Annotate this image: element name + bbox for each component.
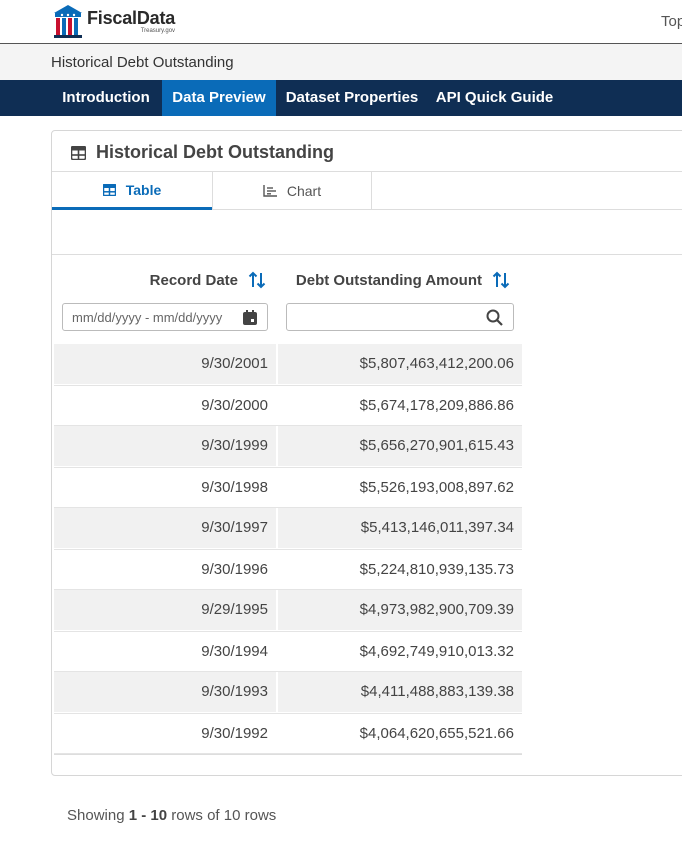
breadcrumb: Historical Debt Outstanding <box>0 44 682 80</box>
table-row: 9/30/1996 $5,224,810,939,135.73 <box>54 549 522 590</box>
cell-debt-amount: $5,526,193,008,897.62 <box>359 479 514 496</box>
cell-record-date: 9/30/2000 <box>201 397 268 414</box>
cell-record-date: 9/30/1998 <box>201 479 268 496</box>
site-header: FiscalData Treasury.gov Top <box>0 0 682 44</box>
column-header-record-date[interactable]: Record Date <box>62 269 266 291</box>
cell-debt-amount: $5,807,463,412,200.06 <box>278 344 522 384</box>
cell-record-date: 9/30/1993 <box>54 672 276 712</box>
cell-debt-amount: $5,224,810,939,135.73 <box>359 561 514 578</box>
row-count-prefix: Showing <box>67 807 129 824</box>
tab-data-preview[interactable]: Data Preview <box>162 80 276 116</box>
table-bottom-border <box>54 754 522 755</box>
column-header-label: Record Date <box>149 271 238 289</box>
flag-building-icon <box>54 5 82 38</box>
table-row: 9/29/1995 $4,973,982,900,709.39 <box>54 590 522 631</box>
table-row: 9/30/2001 $5,807,463,412,200.06 <box>54 344 522 385</box>
cell-record-date: 9/30/1994 <box>201 643 268 660</box>
cell-debt-amount: $5,656,270,901,615.43 <box>278 426 522 466</box>
date-range-filter[interactable] <box>62 303 268 331</box>
card-title-text: Historical Debt Outstanding <box>96 142 335 162</box>
sort-arrows-icon[interactable] <box>492 271 510 289</box>
table-icon <box>102 183 116 196</box>
cell-record-date: 9/30/1997 <box>54 508 276 548</box>
column-header-debt-amount[interactable]: Debt Outstanding Amount <box>286 269 510 291</box>
section-tabs: Introduction Data Preview Dataset Proper… <box>0 80 682 116</box>
view-tabs: Table Chart <box>52 171 682 210</box>
table-row: 9/30/1992 $4,064,620,655,521.66 <box>54 713 522 754</box>
amount-search-filter[interactable] <box>286 303 514 331</box>
card-title: Historical Debt Outstanding <box>71 142 334 163</box>
logo-title: FiscalData <box>87 7 176 28</box>
amount-search-input[interactable] <box>287 304 477 330</box>
date-range-input[interactable] <box>63 304 243 330</box>
tab-introduction[interactable]: Introduction <box>62 89 150 106</box>
table-row: 9/30/1998 $5,526,193,008,897.62 <box>54 467 522 508</box>
table-body: 9/30/2001 $5,807,463,412,200.06 9/30/200… <box>54 344 522 754</box>
table-row: 9/30/1994 $4,692,749,910,013.32 <box>54 631 522 672</box>
table-row: 9/30/1997 $5,413,146,011,397.34 <box>54 508 522 549</box>
cell-record-date: 9/30/1992 <box>201 725 268 742</box>
cell-debt-amount: $4,064,620,655,521.66 <box>359 725 514 742</box>
logo-subtitle: Treasury.gov <box>140 27 176 34</box>
row-count-range: 1 - 10 <box>128 807 168 824</box>
calendar-icon[interactable] <box>243 310 257 325</box>
cell-record-date: 9/30/1996 <box>201 561 268 578</box>
breadcrumb-title: Historical Debt Outstanding <box>51 54 234 71</box>
tab-dataset-properties[interactable]: Dataset Properties <box>285 89 419 106</box>
tab-api-quick-guide[interactable]: API Quick Guide <box>435 89 554 106</box>
table-row: 9/30/1999 $5,656,270,901,615.43 <box>54 426 522 467</box>
cell-debt-amount: $4,973,982,900,709.39 <box>278 590 522 630</box>
cell-debt-amount: $4,692,749,910,013.32 <box>359 643 514 660</box>
cell-record-date: 9/30/1999 <box>54 426 276 466</box>
cell-debt-amount: $4,411,488,883,139.38 <box>278 672 522 712</box>
sort-arrows-icon[interactable] <box>248 271 266 289</box>
row-count-suffix: rows of 10 rows <box>167 807 277 824</box>
cell-debt-amount: $5,413,146,011,397.34 <box>278 508 522 548</box>
cell-debt-amount: $5,674,178,209,886.86 <box>359 397 514 414</box>
search-icon[interactable] <box>486 309 503 326</box>
tab-chart-view[interactable]: Chart <box>212 172 372 210</box>
fiscaldata-logo[interactable]: FiscalData Treasury.gov <box>52 3 175 39</box>
cell-record-date: 9/30/2001 <box>54 344 276 384</box>
table-row: 9/30/2000 $5,674,178,209,886.86 <box>54 385 522 426</box>
table-row: 9/30/1993 $4,411,488,883,139.38 <box>54 672 522 713</box>
tab-chart-label: Chart <box>286 183 322 199</box>
cell-record-date: 9/29/1995 <box>54 590 276 630</box>
table-icon <box>71 145 86 160</box>
data-preview-card: Historical Debt Outstanding Table Chart … <box>51 130 682 776</box>
tab-table-view[interactable]: Table <box>52 172 212 210</box>
top-nav-link[interactable]: Top <box>661 13 682 30</box>
row-count-summary: Showing 1 - 10 rows of 10 rows <box>67 807 276 824</box>
chart-icon <box>263 185 277 197</box>
tab-table-label: Table <box>125 181 162 198</box>
divider <box>52 254 682 255</box>
column-header-label: Debt Outstanding Amount <box>295 271 482 289</box>
